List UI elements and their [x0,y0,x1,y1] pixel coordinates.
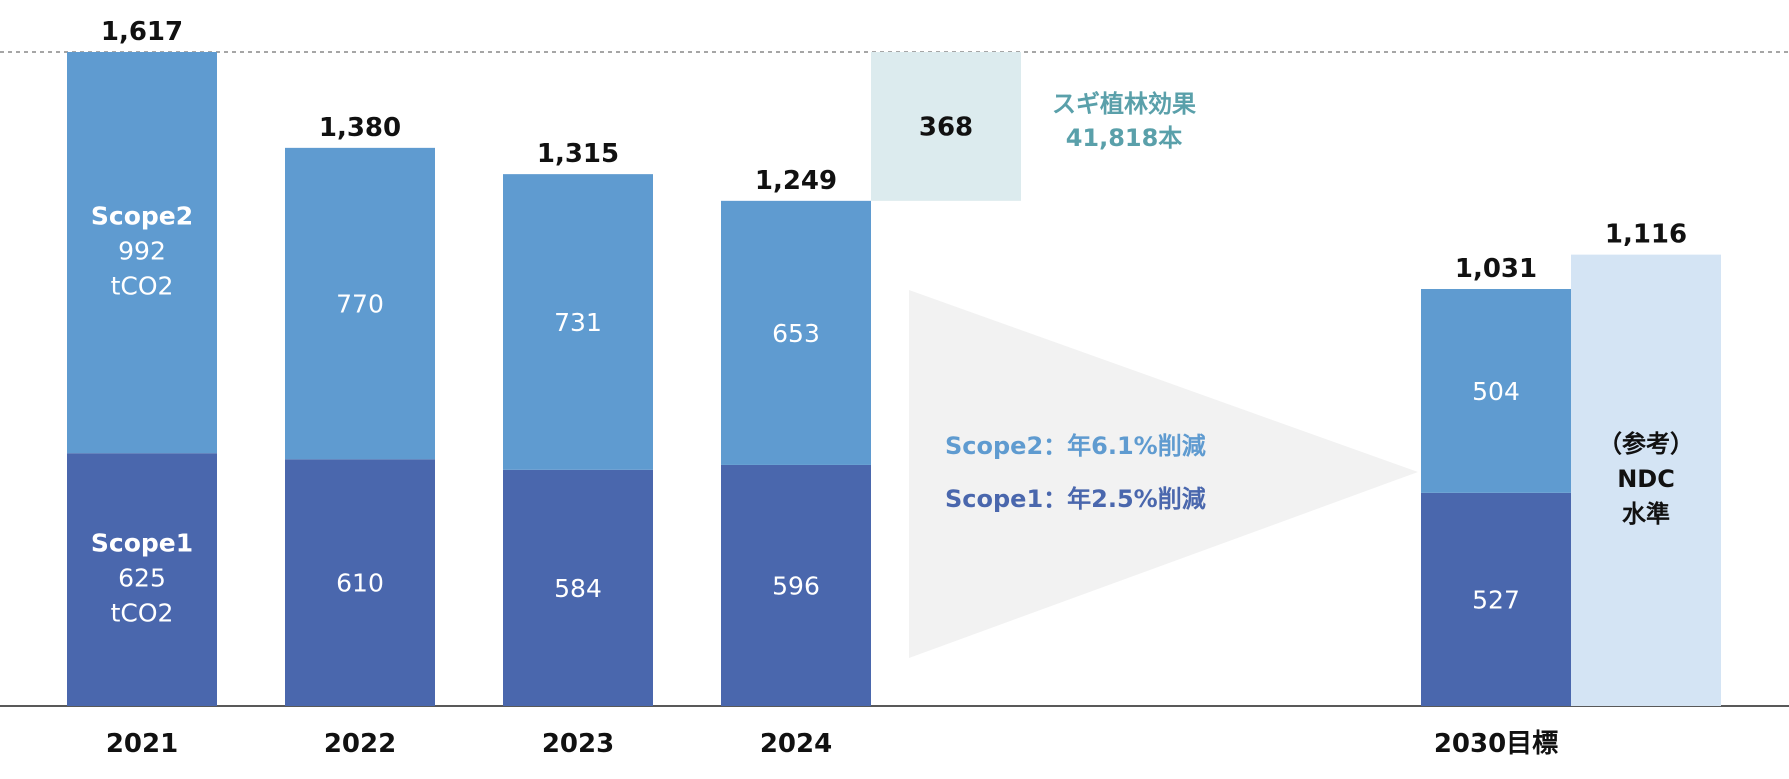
value-label-scope1-2: 584 [554,574,602,603]
labels-layer: Scope2 992 tCO2 Scope1 625 tCO2 1,617 2021 770 61… [91,17,1558,759]
total-label-2: 1,315 [537,139,619,169]
value-label-scope2-4: 504 [1472,377,1520,406]
bar-scope1-0 [67,453,217,706]
bar-scope1-3 [721,464,871,706]
value-label-scope2-0: 992 [118,237,166,266]
bar-scope2-1 [285,147,435,460]
bar-scope1-4 [1421,492,1571,706]
value-label-scope2-3: 653 [772,319,820,348]
value-label-scope1-3: 596 [772,571,820,600]
x-tick-label-0: 2021 [106,729,178,759]
bar-scope1-1 [285,459,435,706]
bar-scope1-2 [503,469,653,706]
offset-box [871,52,1021,201]
x-tick-label-3: 2024 [760,729,832,759]
bar-scope2-3 [721,200,871,465]
reduction-arrow [909,290,1418,658]
ndc-reference-total-label: 1,116 [1605,220,1687,250]
offset-value-label: 368 [919,112,973,142]
ndc-reference-line1: （参考） [1598,430,1694,458]
value-label-scope1-1: 610 [336,569,384,598]
unit-label-scope1: tCO2 [111,599,174,628]
bars-layer [67,52,1571,706]
value-label-scope2-2: 731 [554,308,602,337]
x-tick-label-2: 2023 [542,729,614,759]
ndc-reference-line2: NDC [1617,465,1675,493]
bar-scope2-2 [503,174,653,470]
total-label-1: 1,380 [319,113,401,143]
total-label-0: 1,617 [101,17,183,47]
value-label-scope1-0: 625 [118,564,166,593]
bar-scope2-4 [1421,289,1571,493]
unit-label-scope2: tCO2 [111,272,174,301]
scope1-series-label: Scope1 [91,529,193,558]
x-tick-label-4: 2030目標 [1434,729,1558,759]
scope2-series-label: Scope2 [91,202,193,231]
total-label-3: 1,249 [755,166,837,196]
offset-caption-line1: スギ植林効果 [1052,90,1196,118]
bar-scope2-0 [67,52,217,454]
value-label-scope1-4: 527 [1472,585,1520,614]
x-tick-label-1: 2022 [324,729,396,759]
ndc-reference-line3: 水準 [1622,500,1670,528]
offset-caption-line2: 41,818本 [1066,124,1183,152]
value-label-scope2-1: 770 [336,290,384,319]
scope1-reduction-note: Scope1：年2.5%削減 [945,485,1206,513]
scope2-reduction-note: Scope2：年6.1%削減 [945,432,1206,460]
ndc-reference-bar [1571,254,1721,706]
total-label-4: 1,031 [1455,254,1537,284]
